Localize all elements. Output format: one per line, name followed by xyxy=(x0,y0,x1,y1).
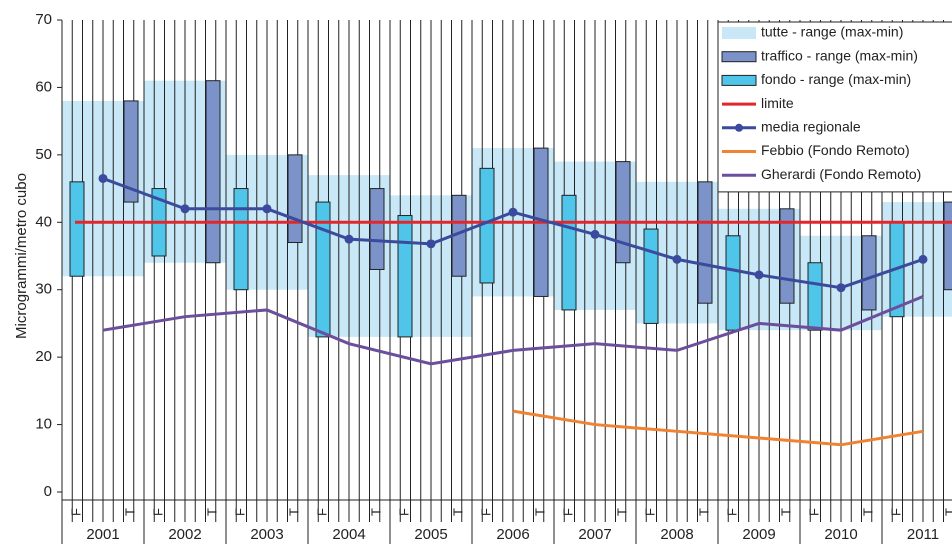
sub-label: T xyxy=(942,508,952,516)
x-tick-label: 2006 xyxy=(496,526,529,543)
series-line xyxy=(102,295,924,366)
range-bar xyxy=(287,154,303,244)
sub-label: T xyxy=(204,508,219,516)
x-tick-label: 2008 xyxy=(660,526,693,543)
legend-swatch xyxy=(722,27,756,39)
sub-label: T xyxy=(450,508,465,516)
series-marker xyxy=(836,283,846,293)
range-bar xyxy=(233,188,249,291)
sub-label: F xyxy=(888,508,903,516)
sub-label: F xyxy=(806,508,821,516)
x-tick-label: 2003 xyxy=(250,526,283,543)
sub-label: T xyxy=(860,508,875,516)
series-marker xyxy=(672,254,682,264)
y-tick-label: 70 xyxy=(35,11,52,28)
range-bar xyxy=(643,228,659,324)
legend-swatch xyxy=(721,74,757,86)
x-tick-label: 2010 xyxy=(824,526,857,543)
series-marker xyxy=(180,204,190,214)
x-tick-label: 2001 xyxy=(86,526,119,543)
range-bar xyxy=(725,235,741,331)
range-bar xyxy=(943,201,952,291)
x-tick-label: 2004 xyxy=(332,526,365,543)
x-tick-label: 2002 xyxy=(168,526,201,543)
range-bar xyxy=(697,181,713,304)
legend-label: limite xyxy=(761,95,794,111)
legend-box xyxy=(717,21,952,193)
range-bar xyxy=(123,100,139,203)
series-marker xyxy=(590,229,600,239)
legend-label: Gherardi (Fondo Remoto) xyxy=(761,166,921,182)
legend-label: Febbio (Fondo Remoto) xyxy=(761,142,910,158)
sub-label: T xyxy=(286,508,301,516)
y-tick-label: 40 xyxy=(35,213,52,230)
sub-label: T xyxy=(122,508,137,516)
range-bar xyxy=(315,201,331,338)
y-axis-label: Microgrammi/metro cubo xyxy=(13,173,30,339)
legend-label: tutte - range (max-min) xyxy=(761,24,903,40)
range-bar xyxy=(861,235,877,311)
series-line xyxy=(512,409,924,447)
sub-label: F xyxy=(232,508,247,516)
legend-label: fondo - range (max-min) xyxy=(761,71,911,87)
sub-label: T xyxy=(696,508,711,516)
sub-label: F xyxy=(396,508,411,516)
x-tick-label: 2005 xyxy=(414,526,447,543)
legend-swatch xyxy=(721,51,757,63)
x-tick-label: 2009 xyxy=(742,526,775,543)
sub-label: T xyxy=(614,508,629,516)
range-bar xyxy=(69,181,85,277)
sub-label: F xyxy=(642,508,657,516)
sub-label: F xyxy=(724,508,739,516)
legend-label: traffico - range (max-min) xyxy=(761,47,918,63)
legend-label: media regionale xyxy=(761,119,861,135)
series-marker xyxy=(98,173,108,183)
y-tick-label: 60 xyxy=(35,78,52,95)
series-marker xyxy=(426,239,436,249)
y-tick-label: 50 xyxy=(35,146,52,163)
sub-label: T xyxy=(532,508,547,516)
sub-label: T xyxy=(368,508,383,516)
y-tick-label: 0 xyxy=(44,483,52,500)
x-tick-label: 2011 xyxy=(907,526,939,543)
series-marker xyxy=(508,207,518,217)
range-bar xyxy=(615,161,631,264)
range-bar xyxy=(205,80,221,264)
legend-marker xyxy=(735,123,743,132)
series-marker xyxy=(344,234,354,244)
range-bar xyxy=(369,188,385,270)
sub-label: F xyxy=(150,508,165,516)
sub-label: T xyxy=(778,508,793,516)
range-bar xyxy=(397,215,413,338)
range-bar xyxy=(807,262,823,331)
series-marker xyxy=(262,204,272,214)
sub-label: F xyxy=(314,508,329,516)
sub-label: F xyxy=(478,508,493,516)
sub-label: F xyxy=(68,508,83,516)
y-tick-label: 20 xyxy=(35,348,52,365)
y-tick-label: 30 xyxy=(35,281,52,298)
x-tick-label: 2007 xyxy=(578,526,611,543)
series-marker xyxy=(918,254,928,264)
sub-label: F xyxy=(560,508,575,516)
range-bar xyxy=(561,194,577,311)
y-tick-label: 10 xyxy=(35,416,52,433)
series-marker xyxy=(754,270,764,280)
